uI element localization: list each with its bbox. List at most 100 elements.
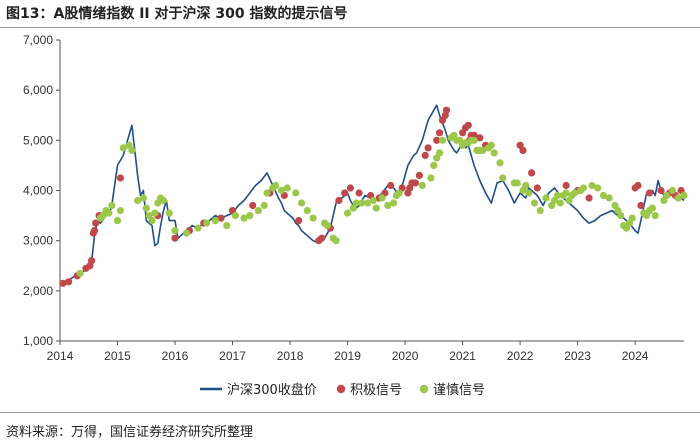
- signal-dot-caution: [148, 217, 156, 225]
- signal-dot-caution: [297, 199, 306, 207]
- signal-dot-caution: [142, 204, 150, 212]
- signal-dot-positive: [249, 201, 257, 210]
- x-tick-label: 2014: [47, 349, 74, 363]
- signal-dot-caution: [260, 201, 268, 210]
- signal-dot-caution: [277, 186, 285, 195]
- y-tick-label: 6,000: [23, 83, 53, 97]
- signal-dot-caution: [490, 149, 498, 157]
- y-tick-label: 1,000: [23, 334, 53, 348]
- series-line-hs300: [59, 104, 685, 285]
- signal-dot-caution: [171, 227, 179, 235]
- signal-dot-caution: [254, 207, 262, 215]
- signal-dot-caution: [496, 159, 504, 167]
- signal-dot-positive: [335, 196, 343, 205]
- signal-dot-caution: [223, 222, 231, 230]
- signal-dot-positive: [88, 257, 96, 265]
- signal-dot-positive: [318, 234, 326, 242]
- signal-dot-positive: [59, 279, 67, 287]
- source-rule: [0, 412, 700, 413]
- signal-dot-positive: [585, 194, 593, 202]
- signal-dot-positive: [519, 146, 527, 154]
- signal-dot-positive: [92, 219, 100, 227]
- signal-dot-caution: [651, 212, 659, 220]
- y-tick-label: 4,000: [23, 184, 53, 198]
- signal-dot-caution: [76, 269, 84, 277]
- signal-dot-caution: [556, 199, 565, 207]
- signal-dot-positive: [533, 184, 541, 192]
- signal-dot-caution: [128, 146, 136, 154]
- signal-dot-positive: [411, 179, 419, 187]
- signal-dot-caution: [680, 191, 688, 200]
- signal-dot-caution: [372, 204, 380, 212]
- source-note: 资料来源：万得，国信证券经济研究所整理: [6, 425, 254, 440]
- signal-dot-caution: [436, 149, 444, 157]
- signal-dot-caution: [395, 189, 403, 197]
- signal-dot-positive: [116, 174, 124, 182]
- signal-dot-caution: [119, 144, 127, 152]
- signal-dot-caution: [292, 189, 300, 197]
- signal-dot-caution: [599, 191, 608, 200]
- signal-dot-caution: [231, 212, 239, 220]
- signal-dot-caution: [617, 212, 625, 220]
- signal-dot-positive: [341, 189, 349, 197]
- signal-dot-positive: [442, 106, 451, 114]
- legend-label-hs300: 沪深300收盘价: [227, 382, 317, 398]
- x-tick-label: 2021: [449, 349, 476, 363]
- signal-dot-caution: [159, 196, 168, 205]
- signal-dot-positive: [436, 129, 444, 137]
- signal-dot-caution: [378, 194, 386, 202]
- signal-dot-caution: [522, 181, 530, 190]
- x-tick-label: 2020: [392, 349, 419, 363]
- signal-dot-positive: [645, 189, 654, 197]
- signal-dot-positive: [217, 214, 225, 222]
- chart-title: 图13：A股情绪指数 II 对于沪深 300 指数的提示信号: [6, 6, 348, 22]
- signal-dot-caution: [479, 146, 487, 154]
- signal-dot-caution: [536, 207, 544, 215]
- x-tick-label: 2017: [219, 349, 246, 363]
- signal-dot-caution: [553, 191, 562, 200]
- signal-dot-caution: [628, 214, 636, 222]
- signal-dot-positive: [421, 151, 429, 159]
- signal-dot-caution: [470, 136, 478, 144]
- signal-dot-positive: [528, 169, 536, 177]
- signal-dot-positive: [637, 201, 645, 210]
- legend-label-caution: 谨慎信号: [433, 383, 485, 398]
- signal-dot-positive: [346, 184, 354, 192]
- signal-dot-positive: [476, 134, 484, 142]
- legend-label-positive: 积极信号: [350, 383, 402, 398]
- signal-dot-caution: [211, 217, 219, 225]
- signal-dot-caution: [263, 189, 271, 197]
- signal-dot-caution: [134, 196, 142, 205]
- signal-dot-caution: [487, 141, 495, 149]
- y-tick-label: 2,000: [23, 284, 53, 298]
- signal-dot-caution: [605, 194, 613, 202]
- signal-dot-caution: [499, 174, 507, 182]
- signal-dot-positive: [433, 136, 441, 144]
- signal-dot-caution: [332, 237, 340, 245]
- signal-dot-caution: [113, 217, 122, 225]
- signal-dot-caution: [513, 179, 521, 187]
- signal-dot-positive: [355, 189, 363, 197]
- signal-dot-positive: [171, 234, 179, 242]
- signal-dot-caution: [542, 194, 550, 202]
- signal-dot-caution: [668, 186, 677, 195]
- signal-dot-positive: [657, 186, 665, 195]
- signal-dot-positive: [65, 278, 73, 286]
- x-tick-label: 2022: [507, 349, 534, 363]
- x-tick-label: 2024: [622, 349, 649, 363]
- signal-dot-caution: [594, 184, 602, 192]
- signal-dot-caution: [108, 201, 116, 210]
- signal-dot-caution: [648, 204, 657, 212]
- y-tick-label: 5,000: [23, 133, 53, 147]
- signal-dot-caution: [525, 189, 533, 197]
- signal-dot-caution: [579, 184, 588, 192]
- signal-dot-positive: [562, 181, 570, 190]
- signal-dot-caution: [309, 214, 317, 222]
- signal-dot-caution: [165, 209, 173, 217]
- signal-dot-caution: [116, 207, 124, 215]
- signal-dot-caution: [430, 161, 438, 169]
- legend-swatch-positive: [336, 384, 346, 394]
- signal-dot-positive: [634, 181, 642, 190]
- signal-dot-caution: [323, 222, 331, 230]
- signal-dot-caution: [530, 199, 539, 207]
